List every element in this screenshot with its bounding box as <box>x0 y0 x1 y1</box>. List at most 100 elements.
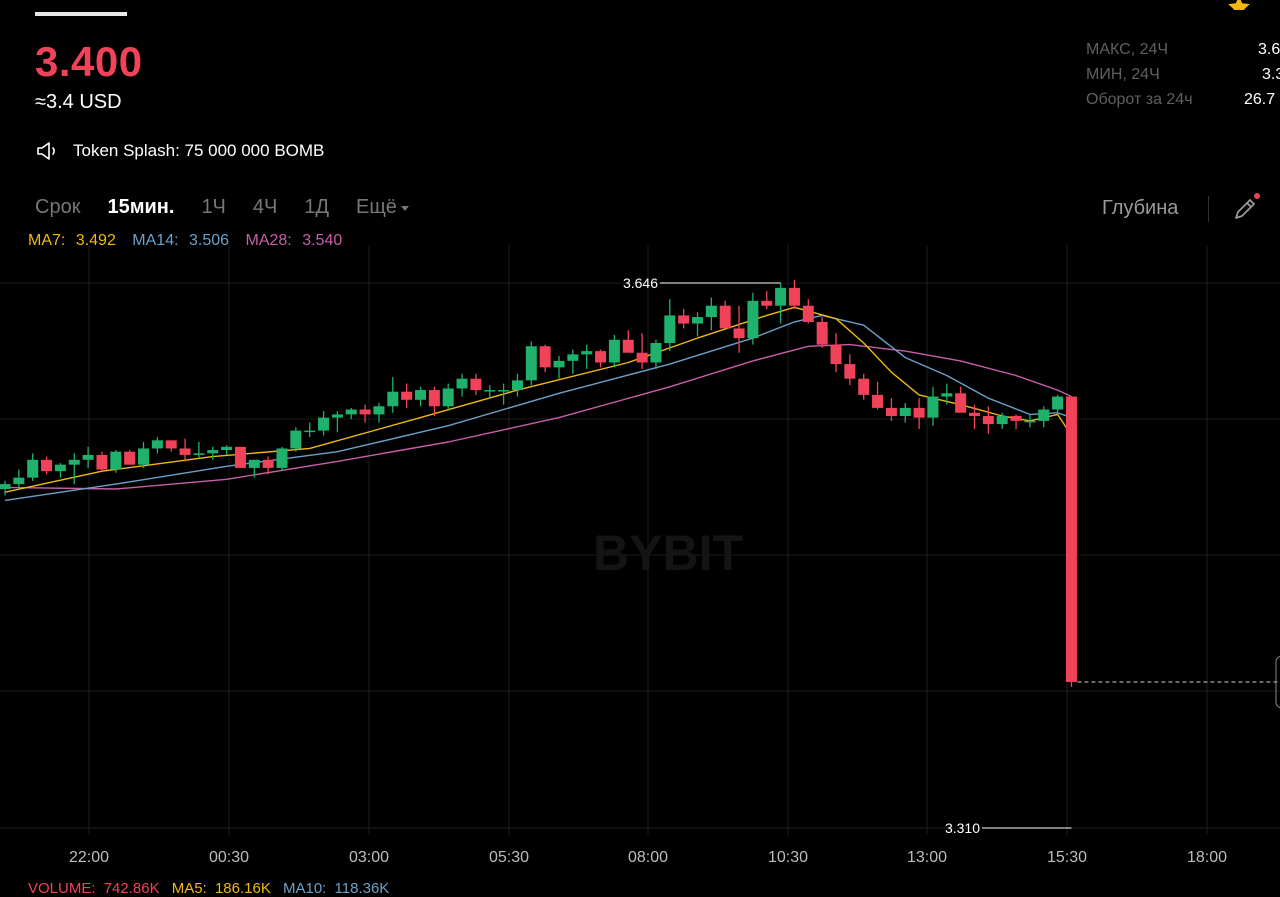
candle-body <box>41 459 53 472</box>
candle-body <box>595 351 607 363</box>
tab-term-label: Срок <box>35 196 81 218</box>
candle-body <box>733 328 745 339</box>
x-tick-label: 03:00 <box>349 849 389 866</box>
candle-body <box>27 459 39 478</box>
stat-value: 26.7 <box>1244 91 1276 108</box>
stat-value: 3.3 <box>1262 66 1280 83</box>
volume-ma10-label: MA10: <box>283 880 327 897</box>
tab-1d[interactable]: 1Д <box>304 196 330 218</box>
candle-body <box>221 446 233 451</box>
ma28-line <box>4 343 1072 490</box>
interval-tabs: Срок 15мин. 1Ч 4Ч 1Д Ещё <box>35 196 437 219</box>
candle-body <box>415 390 426 400</box>
candle-body <box>1038 409 1050 421</box>
x-axis-ticks: 22:00 00:30 03:00 05:30 08:00 10:30 13:00 15:30… <box>69 849 1227 866</box>
ma28-label: MA28: <box>245 232 292 249</box>
candle-body <box>692 317 703 324</box>
candle-body <box>207 450 219 454</box>
x-tick-label: 15:30 <box>1047 849 1087 866</box>
candle-body <box>276 448 288 468</box>
tab-1h[interactable]: 1Ч <box>201 196 226 218</box>
candle-body <box>290 430 302 449</box>
candle-body <box>678 315 690 324</box>
candle-body <box>982 416 994 425</box>
x-tick-label: 08:00 <box>628 849 668 866</box>
top-tab-indicator <box>35 12 127 16</box>
volume-legend: VOLUME: 742.86K MA5: 186.16K MA10: 118.3… <box>28 880 397 897</box>
ma7-legend: MA7: 3.492 <box>28 232 122 249</box>
candle-body <box>525 346 537 381</box>
candle-body <box>248 459 260 468</box>
candle-body <box>1052 396 1064 410</box>
tab-4h[interactable]: 4Ч <box>252 196 278 218</box>
max-price-label: 3.646 <box>623 275 658 291</box>
candle-body <box>484 390 496 392</box>
candle-body <box>1065 396 1077 683</box>
candle-body <box>442 388 454 407</box>
candle-body <box>885 407 897 417</box>
candle-body <box>581 351 593 355</box>
bybit-watermark: BYBIT <box>593 525 743 581</box>
candle-body <box>124 451 136 465</box>
volume-value: 742.86K <box>103 880 160 897</box>
candle-body <box>511 380 523 391</box>
candle-body <box>13 477 25 485</box>
last-price: 3.400 <box>35 38 143 85</box>
ma14-line <box>4 314 1072 502</box>
candle-body <box>193 453 205 455</box>
favorite-star-icon[interactable] <box>1226 0 1252 10</box>
candle-body <box>553 360 565 368</box>
candle-body <box>802 305 814 322</box>
volume-legend-item: VOLUME: 742.86K <box>28 880 164 897</box>
candle-body <box>262 459 274 468</box>
candle-body <box>1024 420 1036 423</box>
candle-body <box>622 339 634 353</box>
candle-body <box>234 446 246 468</box>
x-tick-label: 10:30 <box>768 849 808 866</box>
candle-body <box>608 339 620 363</box>
x-tick-label: 13:00 <box>907 849 947 866</box>
candle-body <box>858 378 870 395</box>
candle-body <box>927 396 939 418</box>
tab-more[interactable]: Ещё <box>356 196 410 219</box>
candle-body <box>650 343 662 363</box>
candle-body <box>747 300 759 339</box>
min-price-label: 3.310 <box>945 820 980 836</box>
price-usd-equivalent: ≈3.4 USD <box>35 91 122 113</box>
announcement-banner[interactable]: Token Splash: 75 000 000 BOMB <box>35 140 324 162</box>
depth-button[interactable]: Глубина <box>1102 197 1179 219</box>
candle-body <box>54 464 66 472</box>
candle-body <box>401 391 413 400</box>
candle-body <box>719 305 731 329</box>
candle-body <box>470 378 482 391</box>
chart-labels: 3.646 3.310 <box>623 275 1280 836</box>
candle-body <box>68 459 80 465</box>
candle-body <box>844 364 856 379</box>
candle-body <box>788 287 800 306</box>
x-tick-label: 22:00 <box>69 849 109 866</box>
speaker-icon <box>37 142 55 160</box>
pencil-icon[interactable] <box>1230 192 1262 224</box>
volume-ma5-label: MA5: <box>171 880 207 897</box>
candlestick-chart[interactable]: BYBIT 3.646 3.310 22:00 00:30 03:00 05:30 08:… <box>0 245 1280 885</box>
volume-ma5-legend: MA5: 186.16K <box>172 880 275 897</box>
volume-ma5-value: 186.16K <box>214 880 271 897</box>
candles <box>0 279 1077 687</box>
candle-body <box>428 390 440 407</box>
candle-body <box>996 416 1008 425</box>
candle-body <box>318 417 330 431</box>
candle-body <box>941 393 953 397</box>
candle-body <box>359 409 371 415</box>
candle-body <box>331 414 343 418</box>
candle-body <box>539 346 551 368</box>
volume-label: VOLUME: <box>28 880 96 897</box>
announcement-text: Token Splash: 75 000 000 BOMB <box>73 141 325 160</box>
stat-value: 3.6 <box>1258 41 1280 58</box>
candle-body <box>830 344 842 365</box>
ma14-legend: MA14: 3.506 <box>132 232 235 249</box>
candle-body <box>913 407 925 418</box>
tab-15min[interactable]: 15мин. <box>107 196 175 218</box>
candle-body <box>816 321 828 345</box>
ma28-legend: MA28: 3.540 <box>246 232 349 249</box>
toolbar-divider <box>1208 196 1209 222</box>
